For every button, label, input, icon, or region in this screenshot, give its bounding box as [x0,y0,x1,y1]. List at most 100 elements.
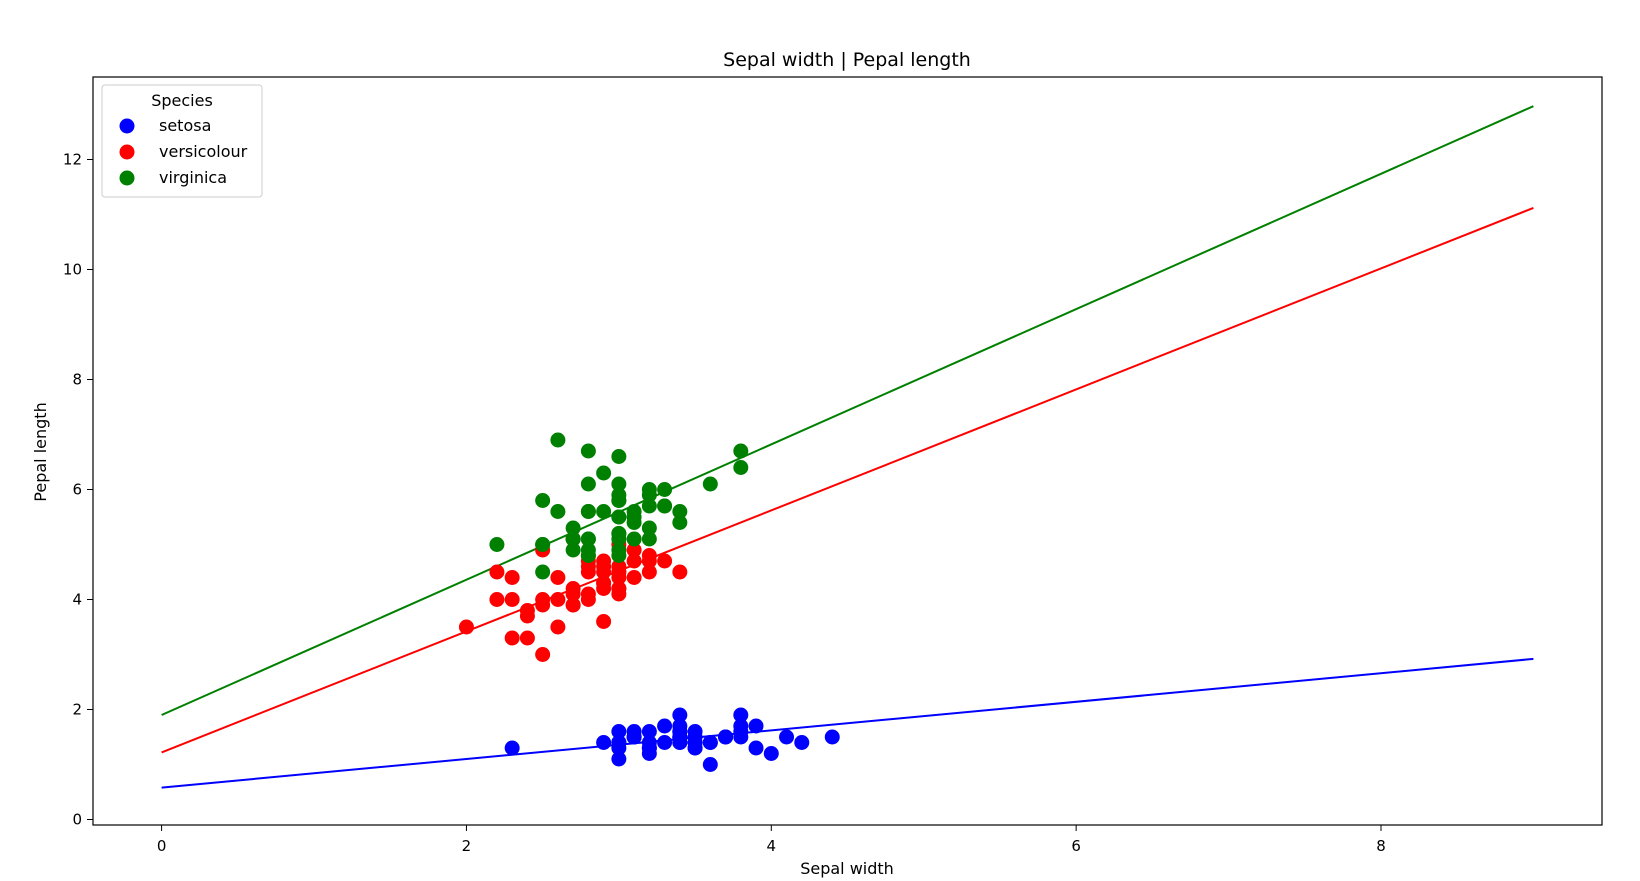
legend-marker-versicolour [119,144,135,160]
point-versicolour [596,614,612,629]
y-tick-label: 4 [72,591,82,609]
fit-line-versicolour [161,206,1534,754]
point-setosa [611,724,627,739]
point-virginica [657,498,673,514]
point-versicolour [458,619,474,635]
point-setosa [748,718,764,734]
point-setosa [794,735,810,750]
point-virginica [733,443,749,459]
point-virginica [641,487,657,503]
point-setosa [687,740,703,756]
point-virginica [580,476,596,492]
point-versicolour [596,553,612,569]
point-setosa [733,724,749,739]
point-virginica [565,542,581,558]
point-versicolour [504,630,520,646]
point-versicolour [489,592,505,607]
x-tick-label: 2 [462,837,472,855]
point-virginica [611,531,627,547]
point-versicolour [580,564,596,580]
point-virginica [596,504,612,519]
point-virginica [626,504,642,519]
point-virginica [565,520,581,536]
legend-label-versicolour: versicolour [159,142,248,161]
point-versicolour [641,548,657,563]
point-setosa [657,735,673,750]
point-virginica [702,476,718,492]
axes-frame [92,76,1603,826]
chart-title: Sepal width | Pepal length [723,49,971,71]
y-tick-label: 0 [72,811,82,829]
point-versicolour [489,564,505,580]
point-versicolour [596,564,612,580]
y-axis-title: Pepal length [31,402,50,501]
point-setosa [824,729,840,745]
point-virginica [611,509,627,525]
point-virginica [580,531,596,547]
point-virginica [550,432,566,448]
legend-marker-setosa [119,118,135,134]
point-versicolour [611,559,627,574]
point-virginica [626,515,642,530]
point-versicolour [641,564,657,580]
y-tick-label: 6 [72,481,82,499]
point-setosa [611,735,627,750]
point-virginica [733,460,749,475]
point-virginica [535,537,551,552]
point-setosa [641,724,657,739]
point-virginica [641,520,657,536]
fit-line-virginica [161,105,1534,716]
point-versicolour [657,553,673,569]
point-versicolour [626,553,642,569]
y-tick-label: 10 [63,261,82,279]
legend-marker-virginica [119,170,135,186]
point-setosa [748,740,764,756]
point-virginica [626,531,642,547]
point-virginica [611,548,627,563]
point-virginica [672,504,688,519]
point-setosa [672,707,688,723]
point-virginica [550,504,566,519]
point-virginica [641,498,657,514]
y-axis: 0 2 4 6 8 10 12 [63,151,93,829]
legend-title: Species [151,91,213,110]
legend: Species setosa versicolour virginica [101,84,263,198]
point-virginica [489,537,505,552]
point-setosa [687,724,703,739]
point-versicolour [565,581,581,596]
point-versicolour [519,608,535,624]
plot-area [92,76,1603,826]
point-setosa [504,740,520,756]
point-virginica [672,515,688,530]
point-virginica [657,482,673,497]
point-virginica [580,504,596,519]
point-virginica [580,548,596,563]
point-virginica [535,564,551,580]
point-setosa [702,735,718,750]
point-setosa [733,707,749,723]
x-axis-title: Sepal width [800,859,894,878]
legend-items: setosa versicolour virginica [119,116,248,187]
point-versicolour [596,575,612,591]
legend-box [101,84,263,198]
point-setosa [718,729,734,745]
point-versicolour [504,570,520,585]
point-setosa [596,735,612,750]
point-setosa [763,746,779,761]
point-versicolour [626,542,642,558]
point-versicolour [535,592,551,607]
point-versicolour [550,619,566,635]
fit-lines [161,105,1534,789]
point-virginica [611,476,627,492]
fit-line-setosa [161,657,1534,789]
scatter-points [458,432,840,772]
point-setosa [641,735,657,750]
point-versicolour [519,630,535,646]
y-tick-label: 12 [63,151,82,169]
y-tick-label: 8 [72,371,82,389]
x-tick-label: 4 [767,837,777,855]
point-versicolour [672,564,688,580]
point-setosa [702,757,718,772]
